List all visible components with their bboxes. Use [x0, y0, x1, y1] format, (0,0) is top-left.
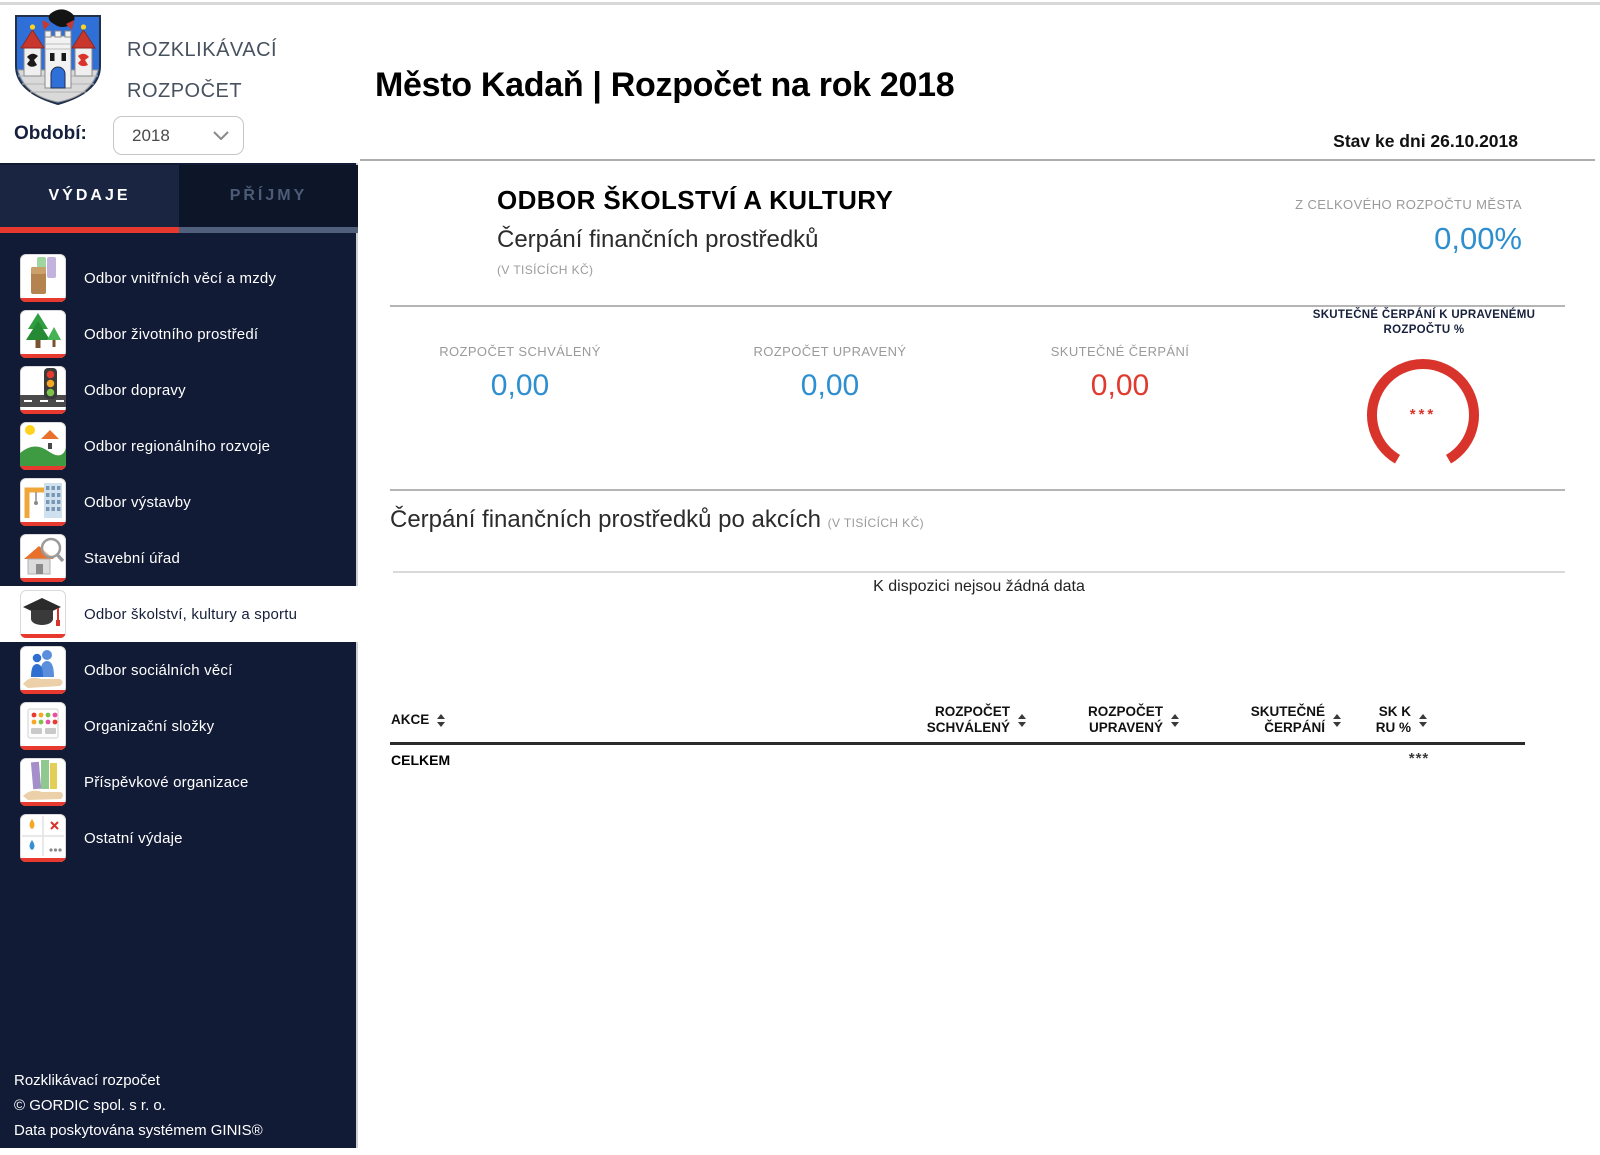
- sort-icon[interactable]: [1333, 713, 1341, 727]
- house-magnifier-icon: [20, 534, 66, 582]
- trees-icon: [20, 310, 66, 358]
- column-header-skutecne-cerpani[interactable]: SKUTEČNÉ ČERPÁNÍ: [1175, 698, 1341, 742]
- figure-value-upraveny: 0,00: [800, 369, 860, 402]
- gauge-value: ***: [1409, 406, 1437, 423]
- figure-skutecne-cerpani: SKUTEČNÉ ČERPÁNÍ 0,00: [985, 344, 1255, 403]
- chevron-down-icon: [213, 127, 229, 145]
- sort-icon[interactable]: [1018, 713, 1026, 727]
- footer-data-source: Data poskytována systémem GINIS®: [14, 1122, 263, 1139]
- landscape-house-icon: [20, 422, 66, 470]
- sidebar-item-stavebni-urad[interactable]: Stavební úřad: [0, 530, 358, 586]
- sidebar-item-vystavba[interactable]: Odbor výstavby: [0, 474, 358, 530]
- share-of-budget-label: Z CELKOVÉHO ROZPOČTU MĚSTA: [1295, 197, 1522, 212]
- section-subtitle: Čerpání finančních prostředků: [497, 226, 819, 253]
- total-row-sk-k-ru-value: ***: [1408, 750, 1430, 767]
- calculator-icon: [20, 702, 66, 750]
- people-hand-icon: [20, 646, 66, 694]
- section-title: ODBOR ŠKOLSTVÍ A KULTURY: [497, 185, 894, 215]
- actions-units-note: (V TISÍCÍCH KČ): [827, 516, 925, 530]
- graduation-cap-icon: [20, 590, 66, 638]
- app-title-line1: ROZKLIKÁVACÍ: [127, 39, 278, 61]
- sort-icon[interactable]: [437, 713, 446, 727]
- misc-grid-icon: [20, 814, 66, 862]
- sidebar-tabs: VÝDAJE PŘÍJMY: [0, 165, 358, 233]
- top-border: [0, 2, 1600, 5]
- page-title: Město Kadaň | Rozpočet na rok 2018: [375, 66, 955, 104]
- gauge-label: SKUTEČNÉ ČERPÁNÍ K UPRAVENÉMU ROZPOČTU %: [1312, 309, 1536, 336]
- sidebar-item-socialni-veci[interactable]: Odbor sociálních věcí: [0, 642, 358, 698]
- actions-section-title: Čerpání finančních prostředků po akcích …: [390, 506, 925, 533]
- status-date: Stav ke dni 26.10.2018: [1333, 131, 1518, 151]
- sidebar-item-prispevkove-organizace[interactable]: Příspěvkové organizace: [0, 754, 358, 810]
- app-title: ROZKLIKÁVACÍ ROZPOČET: [127, 30, 277, 112]
- column-header-akce[interactable]: AKCE: [391, 698, 446, 742]
- sidebar-item-ostatni-vydaje[interactable]: Ostatní výdaje: [0, 810, 358, 866]
- sidebar-item-zivotni-prostredi[interactable]: Odbor životního prostředí: [0, 306, 358, 362]
- period-dropdown-value: 2018: [132, 125, 170, 145]
- sort-icon[interactable]: [1171, 713, 1179, 727]
- footer-app-name: Rozklikávací rozpočet: [14, 1072, 160, 1089]
- traffic-light-icon: [20, 366, 66, 414]
- gauge-ring-icon: [1367, 359, 1479, 464]
- period-label: Období:: [14, 123, 87, 144]
- gauge: ***: [1365, 357, 1481, 473]
- divider: [390, 305, 1565, 307]
- column-header-sk-k-ru[interactable]: SK K RU %: [1331, 698, 1427, 742]
- divider: [390, 489, 1565, 491]
- header-divider: [360, 159, 1595, 161]
- sidebar-item-regionalni-rozvoj[interactable]: Odbor regionálního rozvoje: [0, 418, 358, 474]
- share-of-budget-value: 0,00%: [1434, 221, 1522, 256]
- figure-rozpocet-schvaleny: ROZPOČET SCHVÁLENÝ 0,00: [385, 344, 655, 403]
- no-data-message: K dispozici nejsou žádná data: [873, 578, 1085, 595]
- books-hand-icon: [20, 758, 66, 806]
- sidebar-item-skolstvi[interactable]: Odbor školství, kultury a sportu: [0, 586, 358, 642]
- app-title-line2: ROZPOČET: [127, 80, 243, 102]
- column-header-rozpocet-upraveny[interactable]: ROZPOČET UPRAVENÝ: [1013, 698, 1179, 742]
- tab-vydaje[interactable]: VÝDAJE: [0, 165, 179, 233]
- sidebar: VÝDAJE PŘÍJMY Odbor vnitřních věcí a mzd…: [0, 163, 358, 1148]
- units-note: (V TISÍCÍCH KČ): [497, 263, 594, 277]
- city-coat-of-arms-logo: [12, 8, 104, 108]
- sidebar-nav: Odbor vnitřních věcí a mzdy Odbor životn…: [0, 250, 358, 866]
- sort-icon[interactable]: [1419, 713, 1427, 727]
- divider: [393, 571, 1565, 573]
- period-dropdown[interactable]: 2018: [113, 116, 244, 155]
- towels-icon: [20, 254, 66, 302]
- figure-rozpocet-upraveny: ROZPOČET UPRAVENÝ 0,00: [695, 344, 965, 403]
- sidebar-item-doprava[interactable]: Odbor dopravy: [0, 362, 358, 418]
- tab-prijmy[interactable]: PŘÍJMY: [179, 165, 358, 233]
- footer-copyright: © GORDIC spol. s r. o.: [14, 1097, 166, 1114]
- total-row-label: CELKEM: [391, 752, 451, 768]
- figure-value-schvaleny: 0,00: [490, 369, 550, 402]
- crane-building-icon: [20, 478, 66, 526]
- sidebar-item-organizacni-slozky[interactable]: Organizační složky: [0, 698, 358, 754]
- table-header-divider: [390, 742, 1525, 745]
- column-header-rozpocet-schvaleny[interactable]: ROZPOČET SCHVÁLENÝ: [860, 698, 1026, 742]
- sidebar-footer: Rozklikávací rozpočet © GORDIC spol. s r…: [14, 1068, 263, 1143]
- sidebar-item-vnitrni-veci[interactable]: Odbor vnitřních věcí a mzdy: [0, 250, 358, 306]
- figure-value-cerpani: 0,00: [1090, 369, 1150, 402]
